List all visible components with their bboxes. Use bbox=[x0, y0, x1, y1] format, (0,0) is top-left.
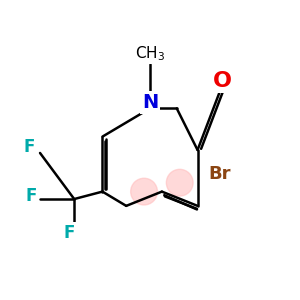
Circle shape bbox=[166, 169, 193, 196]
Text: CH$_3$: CH$_3$ bbox=[135, 44, 165, 63]
Text: F: F bbox=[24, 138, 35, 156]
Text: O: O bbox=[213, 71, 232, 91]
Text: F: F bbox=[26, 187, 37, 205]
Text: N: N bbox=[142, 93, 158, 112]
Circle shape bbox=[131, 178, 158, 205]
Text: Br: Br bbox=[208, 165, 231, 183]
Text: F: F bbox=[64, 224, 75, 242]
